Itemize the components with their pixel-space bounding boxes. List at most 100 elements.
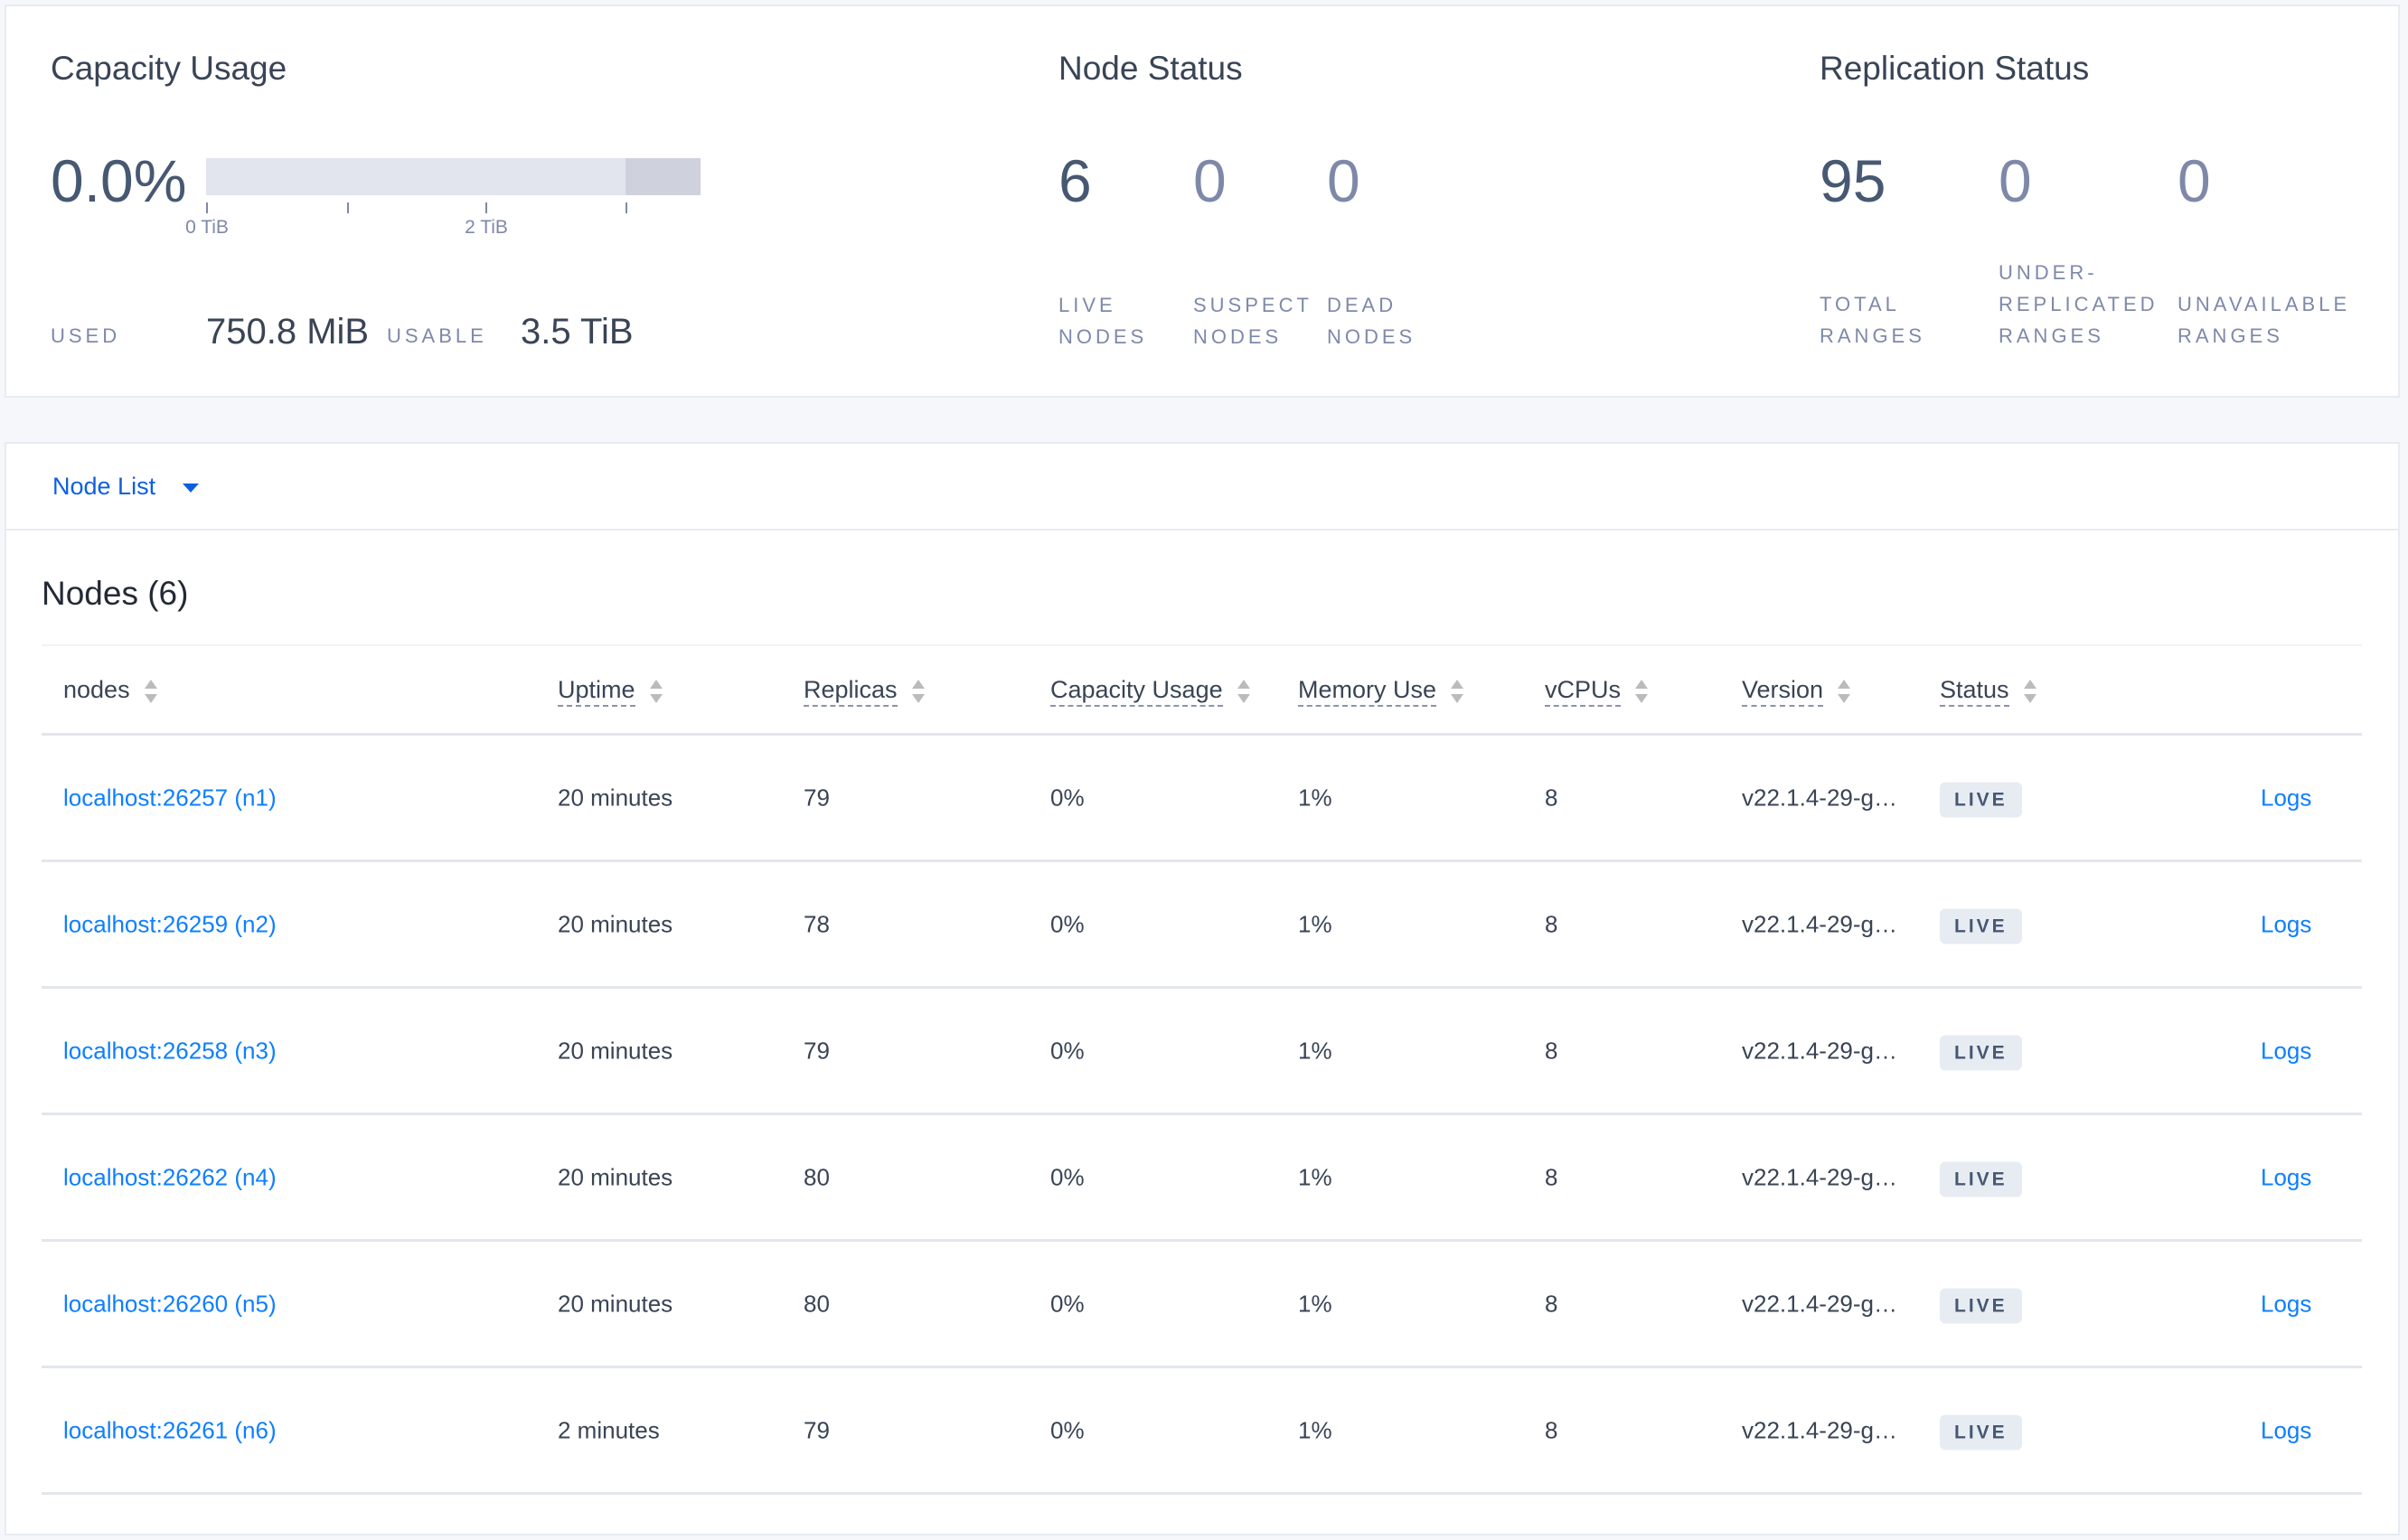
column-header[interactable]: Uptime — [558, 676, 663, 707]
sort-icon[interactable] — [1635, 679, 1649, 703]
under-replicated-label: UNDER- REPLICATED RANGES — [1999, 261, 2159, 347]
cell-memory: 1% — [1298, 910, 1332, 937]
live-nodes-count: 6 — [1058, 147, 1092, 214]
cell-uptime: 20 minutes — [558, 910, 673, 937]
cell-vcpus: 8 — [1545, 1290, 1558, 1317]
node-link[interactable]: localhost:26258 (n3) — [63, 1037, 277, 1064]
caret-down-icon — [182, 483, 199, 493]
capacity-title: Capacity Usage — [51, 50, 287, 87]
status-badge: LIVE — [1940, 1035, 2022, 1070]
nodes-table-title: Nodes (6) — [42, 575, 189, 612]
status-badge: LIVE — [1940, 1414, 2022, 1450]
cell-uptime: 2 minutes — [558, 1416, 660, 1443]
node-status-title: Node Status — [1058, 50, 1243, 87]
table-row: localhost:26258 (n3) 20 minutes 79 0% 1% 8 v22… — [42, 989, 2362, 1115]
used-value: 750.8 MiB — [206, 312, 370, 352]
logs-link[interactable]: Logs — [2261, 1037, 2312, 1064]
table-row: localhost:26261 (n6) 2 minutes 79 0% 1% 8 v22.… — [42, 1368, 2362, 1495]
cell-vcpus: 8 — [1545, 910, 1558, 937]
cell-memory: 1% — [1298, 1163, 1332, 1190]
cell-capacity: 0% — [1050, 1163, 1085, 1190]
node-link[interactable]: localhost:26261 (n6) — [63, 1416, 277, 1443]
logs-link[interactable]: Logs — [2261, 1290, 2312, 1317]
divider — [42, 644, 2362, 646]
column-header[interactable]: Replicas — [804, 676, 925, 707]
column-header[interactable]: nodes — [63, 676, 157, 704]
suspect-nodes-label: SUSPECT NODES — [1193, 294, 1312, 348]
column-header[interactable]: Memory Use — [1298, 676, 1464, 707]
cell-uptime: 20 minutes — [558, 784, 673, 811]
column-header-label: Capacity Usage — [1050, 676, 1223, 707]
live-nodes-label: LIVE NODES — [1058, 294, 1148, 348]
logs-link[interactable]: Logs — [2261, 1163, 2312, 1190]
view-selector-bar: Node List — [6, 444, 2398, 531]
sort-icon[interactable] — [144, 679, 157, 703]
sort-icon[interactable] — [1451, 679, 1464, 703]
cell-capacity: 0% — [1050, 1290, 1085, 1317]
node-link[interactable]: localhost:26260 (n5) — [63, 1290, 277, 1317]
cell-memory: 1% — [1298, 1290, 1332, 1317]
cell-replicas: 79 — [804, 784, 830, 811]
cell-capacity: 0% — [1050, 1037, 1085, 1064]
tick — [626, 202, 627, 213]
status-badge: LIVE — [1940, 1288, 2022, 1323]
node-link[interactable]: localhost:26262 (n4) — [63, 1163, 277, 1190]
tick — [347, 202, 349, 213]
view-selector-dropdown[interactable]: Node List — [52, 473, 199, 501]
sort-icon[interactable] — [1237, 679, 1250, 703]
total-ranges-count: 95 — [1820, 147, 1886, 214]
cell-vcpus: 8 — [1545, 784, 1558, 811]
column-header[interactable]: vCPUs — [1545, 676, 1649, 707]
capacity-percent: 0.0% — [51, 147, 187, 214]
column-header[interactable]: Status — [1940, 676, 2036, 707]
cell-memory: 1% — [1298, 1037, 1332, 1064]
replication-title: Replication Status — [1820, 50, 2090, 87]
cell-memory: 1% — [1298, 784, 1332, 811]
table-row: localhost:26262 (n4) 20 minutes 80 0% 1% 8 v22… — [42, 1115, 2362, 1242]
sort-icon[interactable] — [649, 679, 663, 703]
capacity-bar — [206, 158, 701, 195]
node-link[interactable]: localhost:26257 (n1) — [63, 784, 277, 811]
logs-link[interactable]: Logs — [2261, 784, 2312, 811]
usable-value: 3.5 TiB — [521, 312, 634, 352]
cell-version: v22.1.4-29-g… — [1742, 1037, 1897, 1064]
logs-link[interactable]: Logs — [2261, 1416, 2312, 1443]
view-selector-label: Node List — [52, 473, 156, 500]
column-header-label: Replicas — [804, 676, 898, 707]
sort-icon[interactable] — [1838, 679, 1851, 703]
cell-capacity: 0% — [1050, 910, 1085, 937]
cell-uptime: 20 minutes — [558, 1037, 673, 1064]
column-header[interactable]: Capacity Usage — [1050, 676, 1250, 707]
cell-memory: 1% — [1298, 1416, 1332, 1443]
dead-nodes-label: DEAD NODES — [1327, 294, 1416, 348]
total-ranges-label: TOTAL RANGES — [1820, 293, 1925, 347]
sort-icon[interactable] — [2023, 679, 2036, 703]
cell-vcpus: 8 — [1545, 1416, 1558, 1443]
dead-nodes-count: 0 — [1327, 147, 1360, 214]
column-header[interactable]: Version — [1742, 676, 1851, 707]
cell-uptime: 20 minutes — [558, 1163, 673, 1190]
node-link[interactable]: localhost:26259 (n2) — [63, 910, 277, 937]
cell-uptime: 20 minutes — [558, 1290, 673, 1317]
table-row: localhost:26260 (n5) 20 minutes 80 0% 1% 8 v22… — [42, 1242, 2362, 1368]
tick-label: 2 TiB — [465, 217, 508, 238]
cell-version: v22.1.4-29-g… — [1742, 1416, 1897, 1443]
cell-replicas: 79 — [804, 1037, 830, 1064]
unavailable-label: UNAVAILABLE RANGES — [2178, 293, 2351, 347]
tick — [206, 202, 208, 213]
table-row: localhost:26259 (n2) 20 minutes 78 0% 1% 8 v22… — [42, 862, 2362, 989]
unavailable-count: 0 — [2178, 147, 2211, 214]
status-badge: LIVE — [1940, 1161, 2022, 1197]
cell-replicas: 78 — [804, 910, 830, 937]
summary-panel: Capacity Usage 0.0% 0 TiB 2 TiB USED 750… — [5, 5, 2400, 398]
cell-replicas: 79 — [804, 1416, 830, 1443]
sort-icon[interactable] — [911, 679, 925, 703]
suspect-nodes-count: 0 — [1193, 147, 1227, 214]
column-header-label: Status — [1940, 676, 2009, 707]
status-badge: LIVE — [1940, 782, 2022, 817]
cell-version: v22.1.4-29-g… — [1742, 784, 1897, 811]
logs-link[interactable]: Logs — [2261, 910, 2312, 937]
cell-replicas: 80 — [804, 1290, 830, 1317]
tick-label: 0 TiB — [185, 217, 229, 238]
under-replicated-count: 0 — [1999, 147, 2032, 214]
